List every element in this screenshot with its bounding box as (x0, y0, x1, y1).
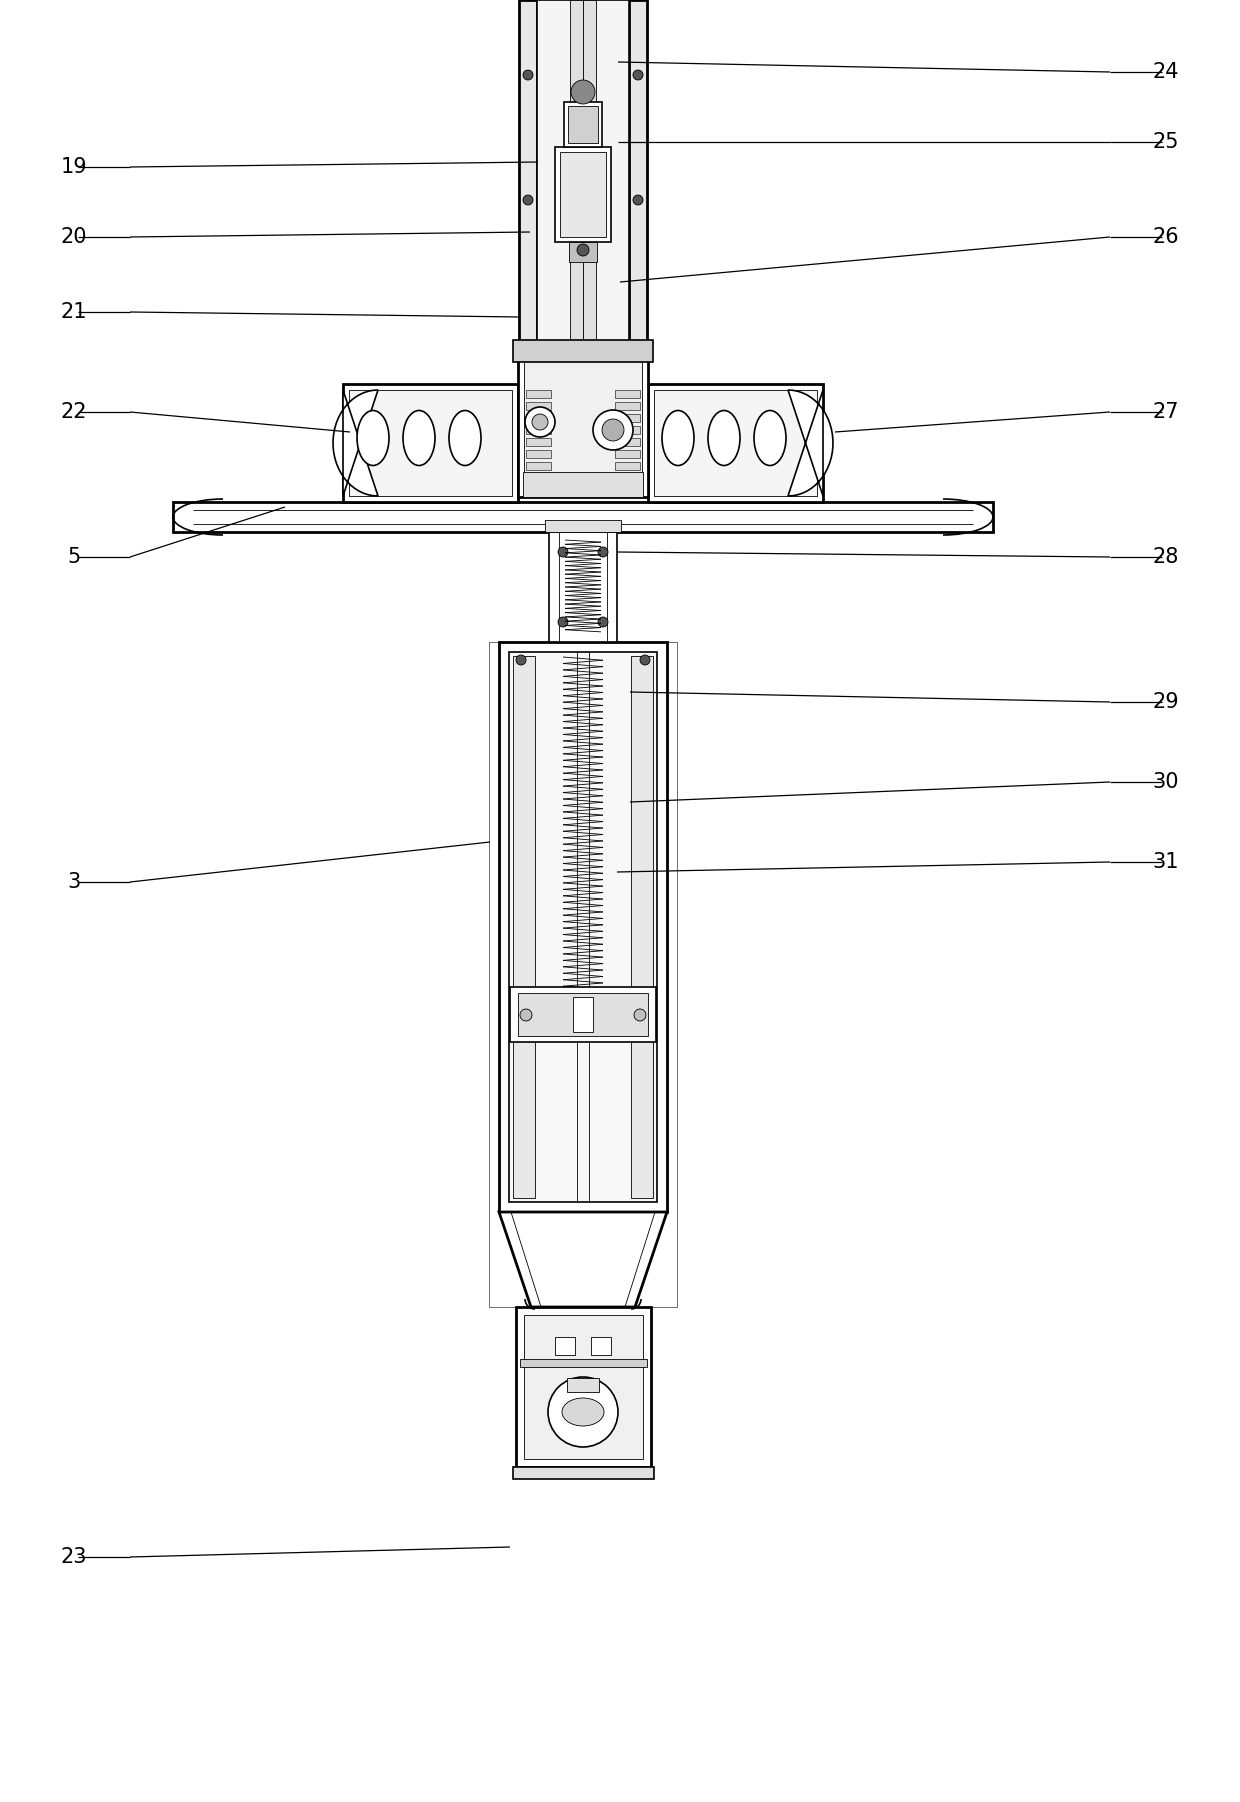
Ellipse shape (357, 411, 389, 465)
Circle shape (598, 548, 608, 557)
Text: 27: 27 (1153, 402, 1179, 422)
Bar (568, 106, 598, 142)
Bar (526, 474, 551, 481)
Bar (591, 1337, 611, 1355)
Bar (653, 389, 817, 496)
Bar (560, 151, 606, 238)
Circle shape (570, 79, 595, 105)
Text: 21: 21 (61, 303, 87, 323)
Bar (498, 642, 667, 1213)
Ellipse shape (562, 1398, 604, 1425)
Text: 20: 20 (61, 227, 87, 247)
Bar (525, 348, 642, 490)
Ellipse shape (662, 411, 694, 465)
Ellipse shape (449, 411, 481, 465)
Bar (546, 521, 621, 532)
Bar (523, 472, 644, 497)
Bar (629, 0, 647, 348)
Text: 31: 31 (1153, 852, 1179, 872)
Bar (570, 0, 583, 348)
Circle shape (516, 654, 526, 665)
Bar (573, 997, 593, 1033)
Bar (489, 642, 677, 1306)
Bar (615, 414, 640, 422)
Bar (526, 402, 551, 411)
Circle shape (523, 70, 533, 79)
Circle shape (558, 548, 568, 557)
Text: 28: 28 (1153, 548, 1179, 568)
Bar (631, 656, 653, 1198)
Ellipse shape (708, 411, 740, 465)
Text: 29: 29 (1153, 692, 1179, 712)
Bar (569, 241, 596, 261)
Bar (526, 425, 551, 434)
Text: 30: 30 (1153, 771, 1179, 793)
Circle shape (634, 1009, 646, 1022)
Circle shape (548, 1377, 618, 1447)
Text: 26: 26 (1153, 227, 1179, 247)
Text: 25: 25 (1153, 132, 1179, 151)
Bar (513, 341, 653, 362)
Text: 3: 3 (67, 872, 81, 892)
Circle shape (577, 243, 589, 256)
Bar (526, 461, 551, 470)
Bar (583, 0, 596, 348)
Ellipse shape (754, 411, 786, 465)
Circle shape (520, 1009, 532, 1022)
Bar (615, 389, 640, 398)
Bar (615, 425, 640, 434)
Bar (615, 450, 640, 458)
Bar (649, 384, 823, 503)
Bar (510, 987, 656, 1042)
Bar (526, 438, 551, 447)
Bar (518, 993, 649, 1036)
Bar (513, 656, 534, 1198)
Circle shape (558, 616, 568, 627)
Circle shape (523, 195, 533, 205)
Bar (615, 438, 640, 447)
Bar (615, 402, 640, 411)
Bar (556, 1337, 575, 1355)
Text: 23: 23 (61, 1546, 87, 1568)
Polygon shape (334, 389, 378, 496)
Bar (348, 389, 512, 496)
Circle shape (632, 195, 644, 205)
Bar (615, 461, 640, 470)
Bar (520, 1359, 647, 1368)
Bar (518, 342, 649, 497)
Bar (526, 450, 551, 458)
Circle shape (632, 70, 644, 79)
Circle shape (532, 414, 548, 431)
Bar (508, 652, 657, 1202)
Circle shape (598, 616, 608, 627)
Bar (556, 148, 611, 241)
Bar (525, 1315, 644, 1460)
Bar (615, 474, 640, 481)
Bar (343, 384, 518, 503)
Bar (520, 0, 537, 348)
Text: 24: 24 (1153, 61, 1179, 83)
Circle shape (601, 420, 624, 441)
Polygon shape (498, 1213, 667, 1306)
Bar (513, 1467, 653, 1479)
Text: 5: 5 (67, 548, 81, 568)
Circle shape (593, 411, 632, 450)
Bar (564, 103, 601, 148)
Text: 19: 19 (61, 157, 87, 177)
Text: 22: 22 (61, 402, 87, 422)
Circle shape (525, 407, 556, 438)
Polygon shape (787, 389, 833, 496)
Bar (516, 1306, 651, 1467)
Ellipse shape (403, 411, 435, 465)
Bar (567, 1379, 599, 1391)
Bar (526, 414, 551, 422)
Bar (549, 532, 618, 642)
Bar (537, 0, 629, 348)
Bar (174, 503, 993, 532)
Bar (526, 389, 551, 398)
Circle shape (640, 654, 650, 665)
